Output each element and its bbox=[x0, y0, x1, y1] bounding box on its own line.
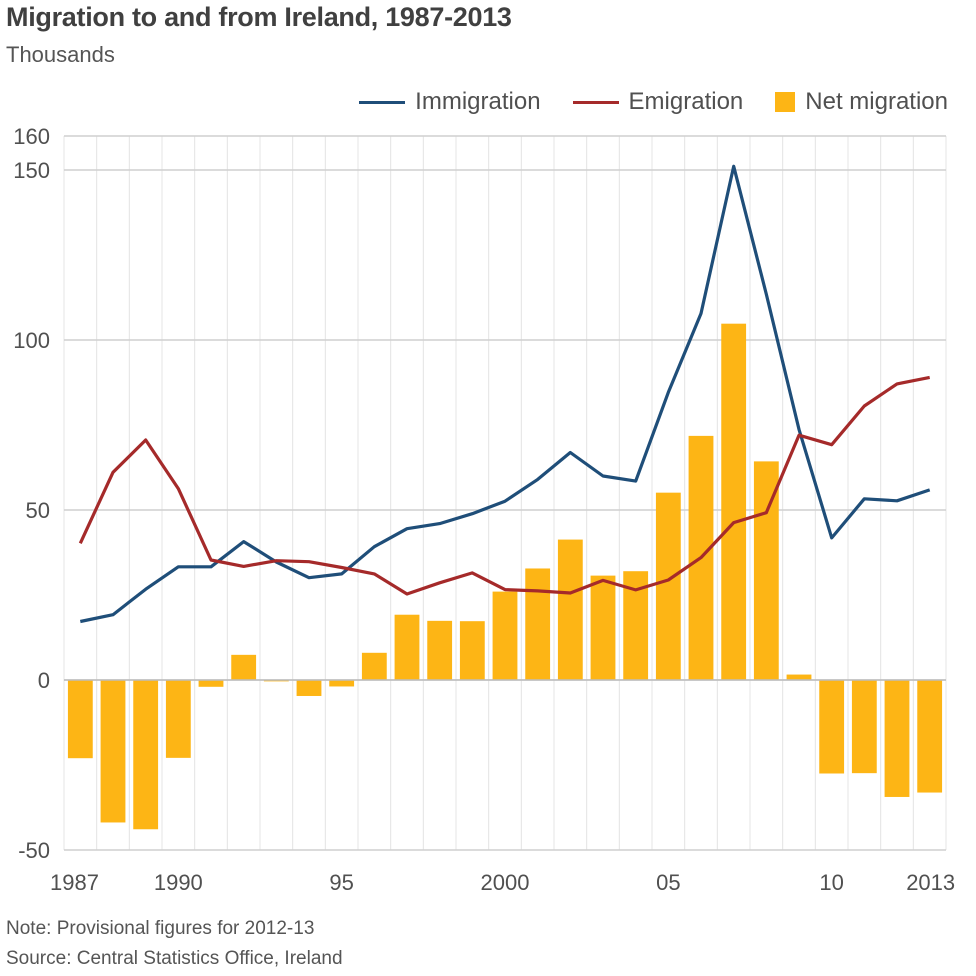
bar-net-migration bbox=[557, 539, 583, 680]
chart-legend: Immigration Emigration Net migration bbox=[327, 88, 948, 116]
bar-net-migration bbox=[884, 680, 910, 797]
bar-net-migration bbox=[133, 680, 159, 830]
legend-label-immigration: Immigration bbox=[415, 88, 541, 115]
bar-net-migration bbox=[329, 680, 355, 687]
bar-net-migration bbox=[198, 680, 224, 687]
x-tick-label: 95 bbox=[329, 870, 353, 895]
legend-swatch-net-migration bbox=[775, 92, 796, 112]
x-tick-label: 1987 bbox=[50, 870, 99, 895]
x-tick-label: 05 bbox=[656, 870, 680, 895]
bar-net-migration bbox=[655, 492, 681, 680]
legend-item-emigration: Emigration bbox=[572, 88, 744, 116]
bar-net-migration bbox=[786, 674, 812, 680]
y-tick-label: 50 bbox=[26, 498, 50, 523]
bar-net-migration bbox=[100, 680, 126, 823]
line-immigration bbox=[79, 164, 931, 624]
bar-net-migration bbox=[917, 680, 943, 793]
bar-net-migration bbox=[361, 652, 387, 680]
bar-net-migration bbox=[753, 461, 779, 680]
legend-label-net-migration: Net migration bbox=[805, 88, 948, 115]
y-tick-label: 0 bbox=[38, 668, 50, 693]
bar-net-migration bbox=[721, 323, 747, 680]
y-tick-label: 100 bbox=[13, 328, 50, 353]
legend-swatch-immigration bbox=[359, 100, 406, 104]
legend-item-immigration: Immigration bbox=[359, 88, 541, 116]
bar-net-migration bbox=[231, 654, 257, 680]
x-tick-label: 1990 bbox=[154, 870, 203, 895]
bar-net-migration bbox=[590, 575, 616, 680]
bar-net-migration bbox=[67, 680, 93, 759]
y-tick-label: 160 bbox=[13, 124, 50, 149]
bar-net-migration bbox=[492, 591, 518, 680]
legend-item-net-migration: Net migration bbox=[775, 88, 948, 116]
line-emigration bbox=[78, 375, 931, 596]
legend-label-emigration: Emigration bbox=[628, 88, 744, 115]
footer-source: Source: Central Statistics Office, Irela… bbox=[6, 948, 343, 969]
y-tick-label: -50 bbox=[18, 838, 50, 863]
bar-net-migration bbox=[459, 621, 485, 680]
x-tick-label: 10 bbox=[819, 870, 843, 895]
bar-net-migration bbox=[525, 568, 551, 680]
legend-swatch-emigration bbox=[572, 100, 619, 104]
footer-note: Note: Provisional figures for 2012-13 bbox=[6, 918, 315, 939]
bar-net-migration bbox=[165, 680, 191, 758]
x-tick-label: 2000 bbox=[481, 870, 530, 895]
x-tick-label: 2013 bbox=[906, 870, 955, 895]
bar-net-migration bbox=[819, 680, 845, 774]
bar-net-migration bbox=[394, 614, 420, 680]
chart-title: Migration to and from Ireland, 1987-2013 bbox=[6, 2, 512, 32]
y-tick-label: 150 bbox=[13, 158, 50, 183]
bar-net-migration bbox=[296, 680, 322, 696]
chart-subtitle: Thousands bbox=[6, 42, 115, 67]
bar-net-migration bbox=[851, 680, 877, 774]
bar-net-migration bbox=[427, 620, 453, 680]
